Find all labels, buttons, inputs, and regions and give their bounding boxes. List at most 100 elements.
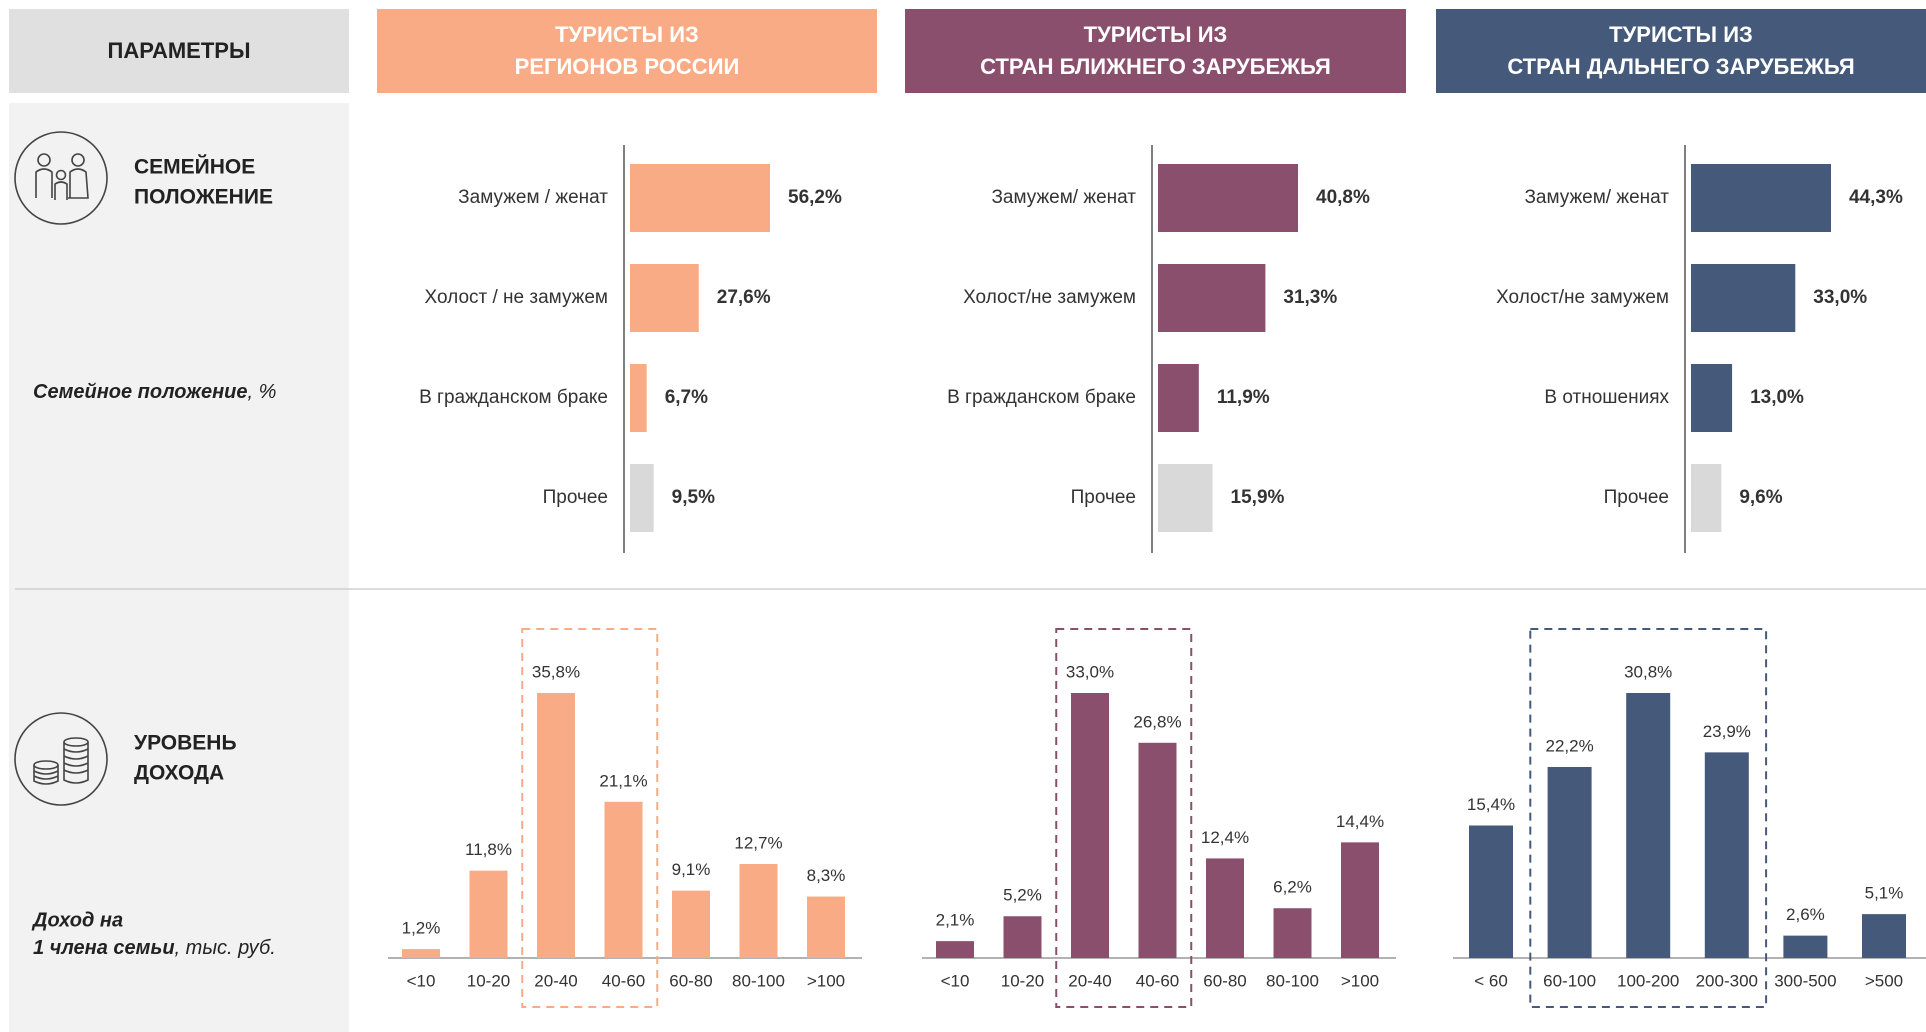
- bar: [1691, 164, 1831, 232]
- note-bold: 1 члена семьи: [33, 937, 175, 959]
- bar: [1691, 264, 1796, 332]
- bar: [1783, 935, 1828, 958]
- bar: [1691, 464, 1722, 532]
- highlight-box: [1055, 628, 1193, 1008]
- bar: [739, 863, 778, 958]
- category-label: Замужем/ женат: [1524, 187, 1669, 208]
- bar: [1158, 464, 1213, 532]
- value-label: 2,1%: [936, 911, 975, 930]
- bar: [1273, 908, 1312, 958]
- category-label: 60-100: [1543, 971, 1596, 990]
- value-label: 8,3%: [807, 866, 846, 885]
- bar: [1704, 752, 1749, 958]
- category-label: 60-80: [1203, 971, 1246, 990]
- value-label: 2,6%: [1786, 905, 1825, 924]
- category-label: 80-100: [1266, 971, 1319, 990]
- value-label: 6,2%: [1273, 878, 1312, 897]
- category-label: В гражданском браке: [419, 387, 608, 408]
- value-label: 12,4%: [1201, 828, 1249, 847]
- value-label: 26,8%: [1133, 712, 1181, 731]
- bar: [1862, 914, 1906, 958]
- column-header: ТУРИСТЫ ИЗ: [1084, 22, 1228, 47]
- category-label: Холост/не замужем: [1496, 287, 1669, 308]
- bar: [1071, 693, 1109, 958]
- category-label: <10: [407, 971, 436, 990]
- bar: [630, 264, 699, 332]
- category-label: 10-20: [467, 971, 510, 990]
- column-header: ТУРИСТЫ ИЗ: [555, 22, 699, 47]
- row-note: Семейное положение, %: [33, 381, 276, 403]
- param-header: ПАРАМЕТРЫ: [108, 38, 251, 63]
- category-label: 100-200: [1617, 971, 1679, 990]
- category-label: В гражданском браке: [947, 387, 1136, 408]
- row-title: ДОХОДА: [134, 762, 224, 785]
- column-header: ТУРИСТЫ ИЗ: [1609, 22, 1753, 47]
- value-label: 33,0%: [1066, 662, 1114, 681]
- value-label: 11,9%: [1217, 387, 1270, 408]
- value-label: 44,3%: [1849, 187, 1903, 208]
- category-label: Замужем / женат: [458, 187, 608, 208]
- category-label: Прочее: [1071, 487, 1136, 508]
- param-header-bg: [9, 9, 349, 93]
- category-label: >500: [1865, 971, 1903, 990]
- category-label: 20-40: [534, 971, 577, 990]
- row-note: Доход на: [31, 909, 123, 931]
- bar: [672, 890, 710, 958]
- value-label: 27,6%: [717, 287, 771, 308]
- bar: [1547, 766, 1592, 958]
- bar: [1138, 742, 1177, 958]
- column-header: СТРАН ДАЛЬНЕГО ЗАРУБЕЖЬЯ: [1507, 54, 1854, 79]
- family-icon: [14, 131, 108, 225]
- bar: [630, 464, 654, 532]
- value-label: 56,2%: [788, 187, 842, 208]
- value-label: 31,3%: [1283, 287, 1337, 308]
- value-label: 23,9%: [1703, 722, 1751, 741]
- category-label: >100: [807, 971, 845, 990]
- bar: [1003, 916, 1042, 958]
- value-label: 21,1%: [599, 771, 647, 790]
- category-label: 80-100: [732, 971, 785, 990]
- bar: [1158, 364, 1199, 432]
- column-header: СТРАН БЛИЖНЕГО ЗАРУБЕЖЬЯ: [980, 54, 1331, 79]
- value-label: 9,6%: [1739, 487, 1782, 508]
- value-label: 40,8%: [1316, 187, 1370, 208]
- column-header-bg: [1436, 9, 1926, 93]
- value-label: 15,4%: [1467, 795, 1515, 814]
- bar: [630, 164, 770, 232]
- column-header: РЕГИОНОВ РОССИИ: [515, 54, 740, 79]
- value-label: 22,2%: [1545, 736, 1593, 755]
- bar: [1158, 264, 1266, 332]
- category-label: Прочее: [1604, 487, 1669, 508]
- column-header-bg: [377, 9, 877, 93]
- column-header-bg: [905, 9, 1406, 93]
- category-label: Замужем/ женат: [991, 187, 1136, 208]
- value-label: 9,1%: [672, 860, 711, 879]
- row-title: СЕМЕЙНОЕ: [134, 155, 255, 179]
- left-panel: [9, 103, 349, 1032]
- bar: [537, 693, 575, 958]
- bar: [630, 364, 647, 432]
- coins-icon: [14, 712, 108, 806]
- category-label: 10-20: [1001, 971, 1044, 990]
- category-label: В отношениях: [1544, 387, 1669, 408]
- bar: [807, 896, 845, 958]
- category-label: 60-80: [669, 971, 712, 990]
- value-label: 9,5%: [672, 487, 715, 508]
- note-bold: Семейное положение: [33, 381, 248, 403]
- bar: [469, 870, 508, 958]
- value-label: 33,0%: [1813, 287, 1867, 308]
- bar: [604, 801, 643, 958]
- category-label: 200-300: [1696, 971, 1758, 990]
- category-label: < 60: [1474, 971, 1508, 990]
- category-label: <10: [941, 971, 970, 990]
- value-label: 5,1%: [1865, 884, 1904, 903]
- highlight-box: [521, 628, 659, 1008]
- value-label: 30,8%: [1624, 662, 1672, 681]
- value-label: 6,7%: [665, 387, 708, 408]
- category-label: 20-40: [1068, 971, 1111, 990]
- category-label: >100: [1341, 971, 1379, 990]
- category-label: 40-60: [1136, 971, 1179, 990]
- bar: [1341, 842, 1379, 958]
- bar: [936, 941, 974, 958]
